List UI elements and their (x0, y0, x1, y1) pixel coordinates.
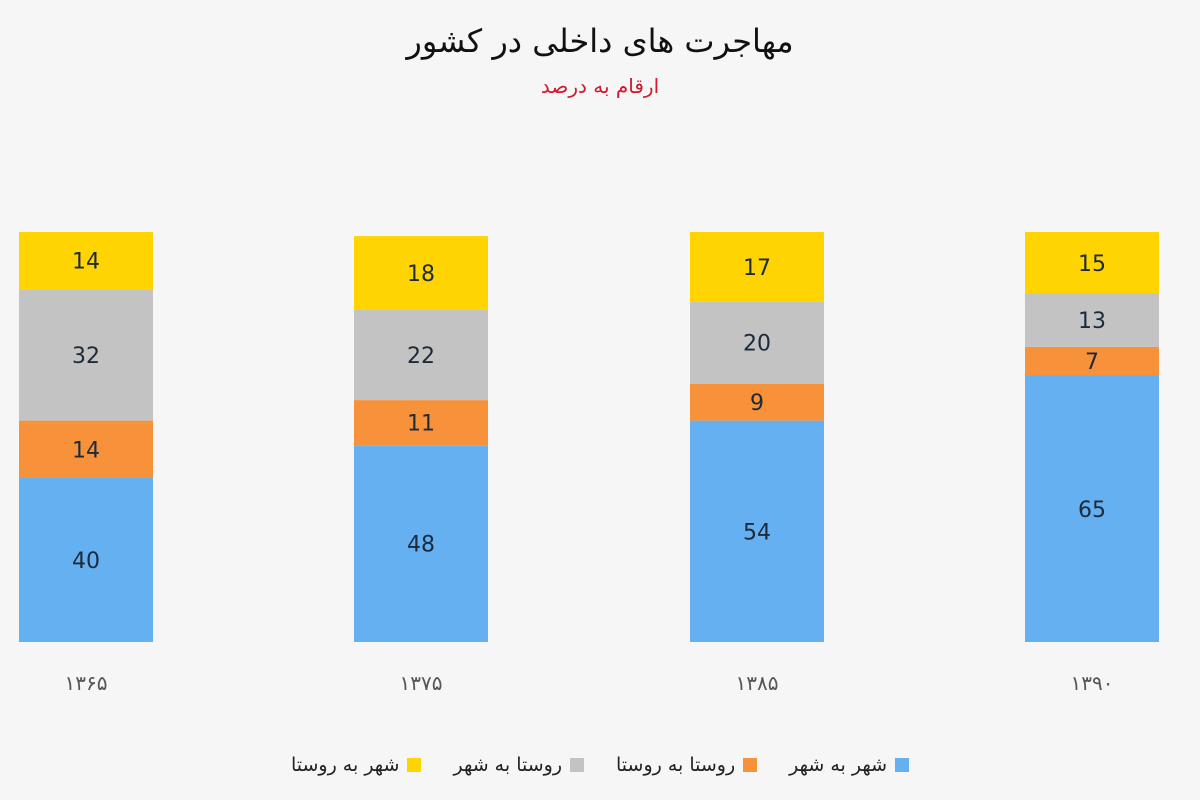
bar-segment (19, 420, 153, 478)
legend-item: روستا به روستا (616, 754, 758, 776)
legend-label: شهر به شهر (789, 754, 888, 776)
bar-data-label: 11 (407, 412, 435, 437)
bar-data-label: 54 (743, 520, 771, 545)
bar-segment (19, 289, 153, 421)
bar-segment (1025, 346, 1159, 376)
bar-segment (354, 309, 488, 401)
bar-segment (1025, 375, 1159, 642)
chart-title: مهاجرت های داخلی در کشور (406, 22, 794, 60)
legend-label: روستا به روستا (616, 754, 736, 776)
legend-swatch (407, 758, 422, 772)
chart-legend: شهر به شهر روستا به روستا روستا به شهر شهر … (0, 754, 1200, 776)
bar-data-label: 18 (407, 262, 435, 287)
bar-segment (690, 301, 824, 384)
legend-item: روستا به شهر (453, 754, 584, 776)
legend-item: شهر به شهر (789, 754, 910, 776)
bar-data-label: 14 (72, 250, 100, 275)
bar-data-label: 13 (1078, 309, 1106, 334)
bar-data-label: 22 (407, 344, 435, 369)
bar-segment (690, 232, 824, 302)
bar-data-label: 7 (1085, 350, 1099, 375)
bar-segment (1025, 232, 1159, 294)
x-tick-label: ۱۳۸۵ (736, 671, 779, 695)
bar-segment (19, 232, 153, 290)
legend-label: شهر به روستا (290, 754, 400, 776)
bar-segment (354, 445, 488, 642)
x-tick-label: ۱۳۹۰ (1071, 671, 1114, 695)
legend-swatch (570, 758, 584, 772)
bar-segment (1025, 293, 1159, 347)
legend-item: شهر به روستا (291, 754, 422, 776)
bar-data-label: 20 (743, 332, 771, 357)
legend-label: روستا به شهر (453, 754, 562, 776)
bar-data-label: 9 (750, 391, 764, 416)
x-tick-label: ۱۳۷۵ (400, 671, 443, 695)
bar-data-label: 15 (1078, 252, 1106, 277)
bar-data-label: 14 (72, 438, 100, 463)
bar-segment (690, 420, 824, 642)
bar-data-label: 40 (72, 549, 100, 574)
legend-swatch (895, 758, 910, 772)
chart-subtitle: ارقام به درصد (540, 74, 660, 98)
bar-segment (354, 236, 488, 310)
bar-data-label: 17 (743, 256, 771, 281)
bar-data-label: 65 (1078, 498, 1106, 523)
bar-segment (19, 478, 153, 642)
bar-data-label: 32 (72, 344, 100, 369)
bar-segment (354, 400, 488, 446)
x-tick-label: ۱۳۶۵ (65, 671, 108, 695)
bar-data-label: 48 (407, 533, 435, 558)
legend-swatch (743, 758, 758, 772)
bar-segment (690, 383, 824, 421)
